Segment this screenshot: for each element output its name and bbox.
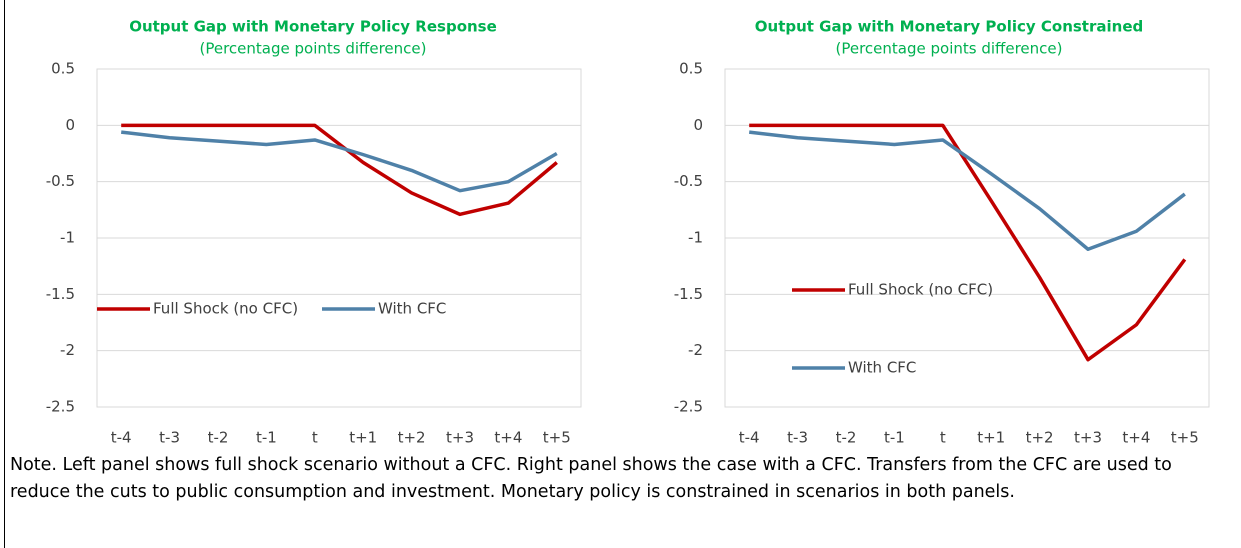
y-tick-label: 0.5 [679, 60, 703, 78]
series-line [120, 130, 558, 193]
x-tick-label: t+5 [1171, 429, 1199, 447]
y-tick-label: -1.5 [46, 285, 75, 303]
x-tick-label: t+4 [494, 429, 522, 447]
x-tick-label: t-4 [111, 429, 132, 447]
x-tick-label: t+3 [1074, 429, 1102, 447]
x-tick-label: t-4 [739, 429, 760, 447]
y-tick-label: 0.5 [51, 60, 75, 78]
x-tick-label: t-2 [836, 429, 857, 447]
chart-subtitle: (Percentage points difference) [836, 40, 1063, 58]
y-tick-label: 0 [65, 116, 75, 134]
y-tick-label: 0 [693, 116, 703, 134]
x-tick-label: t-2 [208, 429, 229, 447]
y-tick-label: -2.5 [674, 398, 703, 416]
legend-label: With CFC [848, 359, 916, 377]
x-tick-label: t+4 [1122, 429, 1150, 447]
x-tick-label: t+2 [1026, 429, 1054, 447]
chart-subtitle: (Percentage points difference) [200, 40, 427, 58]
chart-title: Output Gap with Monetary Policy Response [129, 18, 497, 36]
y-tick-label: -2 [688, 341, 703, 359]
x-tick-label: t+5 [543, 429, 571, 447]
x-tick-label: t+2 [398, 429, 426, 447]
legend-label: With CFC [378, 300, 446, 318]
y-tick-label: -1 [60, 229, 75, 247]
legend-label: Full Shock (no CFC) [848, 281, 993, 299]
x-tick-label: t+1 [349, 429, 377, 447]
y-tick-label: -2 [60, 341, 75, 359]
x-tick-label: t+3 [446, 429, 474, 447]
x-tick-label: t+1 [977, 429, 1005, 447]
plot-border [724, 68, 1210, 408]
x-tick-label: t-3 [159, 429, 180, 447]
y-tick-label: -1.5 [674, 285, 703, 303]
series-line [748, 130, 1186, 252]
x-tick-label: t [940, 429, 946, 447]
y-tick-label: -2.5 [46, 398, 75, 416]
x-tick-label: t-1 [256, 429, 277, 447]
y-tick-label: -0.5 [46, 172, 75, 190]
x-tick-label: t [312, 429, 318, 447]
x-tick-label: t-3 [787, 429, 808, 447]
chart-title: Output Gap with Monetary Policy Constrai… [755, 18, 1143, 36]
y-tick-label: -1 [688, 229, 703, 247]
plot-border [96, 68, 582, 408]
series-line [749, 123, 1187, 362]
legend-label: Full Shock (no CFC) [153, 300, 298, 318]
y-tick-label: -0.5 [674, 172, 703, 190]
note: Note. Left panel shows full shock scenar… [10, 455, 1172, 502]
x-tick-label: t-1 [884, 429, 905, 447]
series-line [121, 123, 558, 217]
